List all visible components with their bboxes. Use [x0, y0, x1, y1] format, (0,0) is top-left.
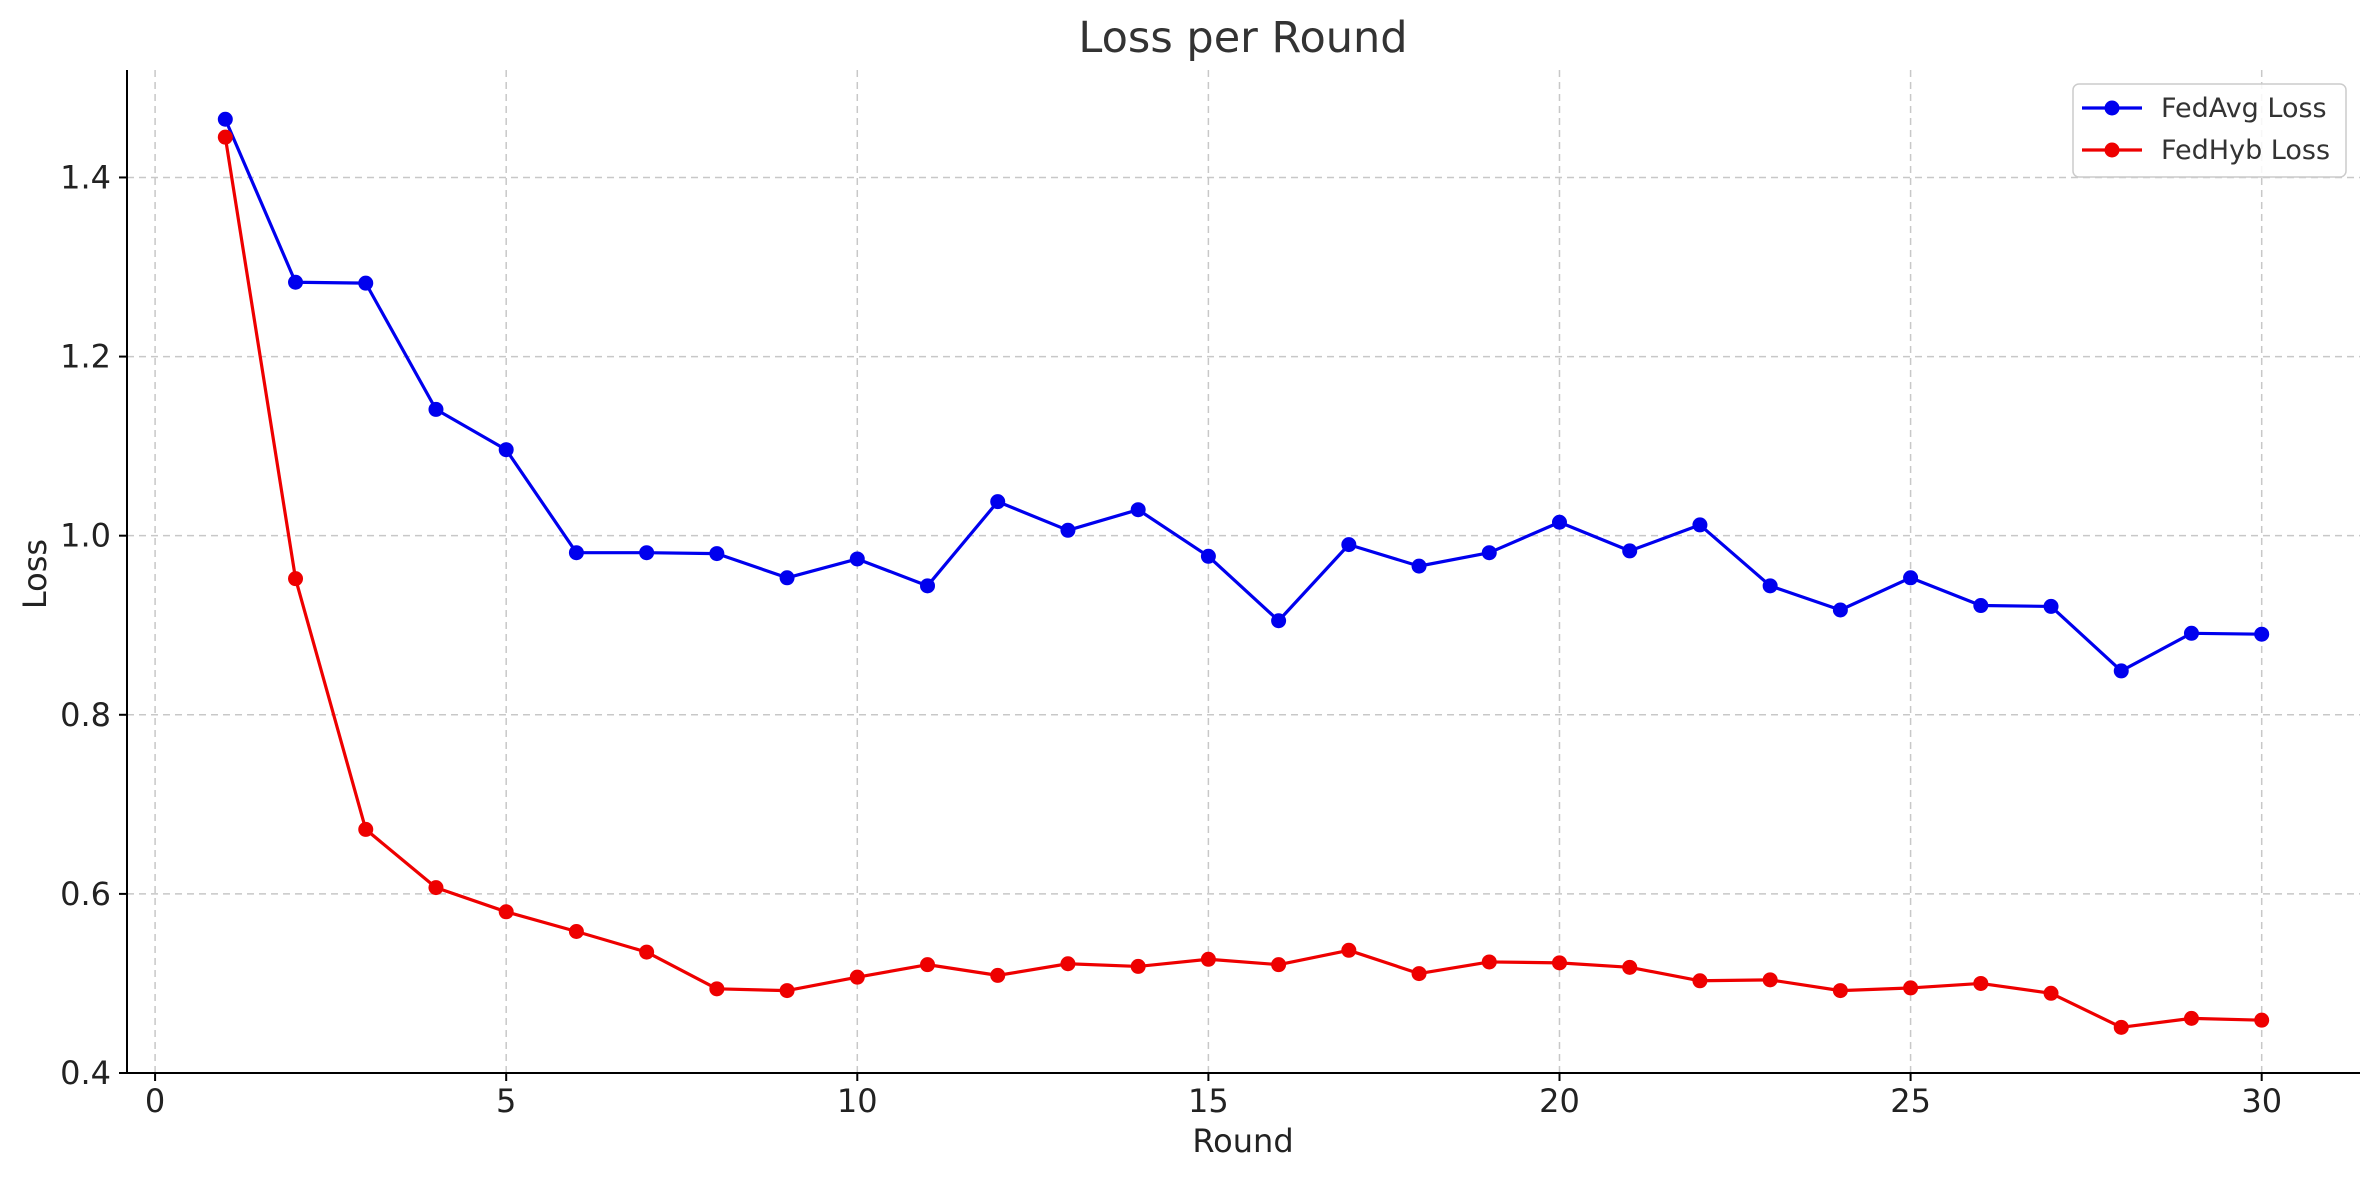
data-point: [2113, 663, 2129, 679]
data-point: [1832, 602, 1848, 618]
data-point: [779, 983, 795, 999]
legend-entry: FedHyb Loss: [2082, 135, 2330, 166]
y-axis-ticks: 0.4 0.6 0.8 1.0 1.2 1.4: [60, 158, 127, 1092]
data-point: [2043, 985, 2059, 1001]
data-point: [1692, 973, 1708, 989]
series-fedhyb: [217, 129, 2270, 1035]
data-point: [1551, 955, 1567, 971]
data-point: [2254, 1012, 2270, 1028]
data-point: [217, 129, 233, 145]
data-point: [1832, 983, 1848, 999]
x-tick-label: 25: [1890, 1082, 1931, 1120]
legend: FedAvg Loss FedHyb Loss: [2072, 83, 2347, 178]
data-point: [1411, 558, 1427, 574]
y-tick-label: 1.4: [60, 158, 111, 196]
data-point: [1481, 545, 1497, 561]
data-point: [2043, 598, 2059, 614]
data-point: [288, 274, 304, 290]
y-tick-label: 1.2: [60, 338, 111, 376]
data-point: [428, 880, 444, 896]
data-point: [1271, 613, 1287, 629]
data-point: [849, 551, 865, 567]
y-tick-label: 0.6: [60, 875, 111, 913]
data-point: [990, 494, 1006, 510]
data-point: [217, 111, 233, 127]
data-point: [639, 944, 655, 960]
legend-marker: [2104, 142, 2120, 158]
data-point: [639, 545, 655, 561]
data-point: [2113, 1019, 2129, 1035]
data-point: [1130, 502, 1146, 518]
grid-lines: [127, 70, 2360, 1074]
data-point: [1762, 972, 1778, 988]
data-point: [1692, 517, 1708, 533]
data-point: [920, 578, 936, 594]
y-tick-label: 1.0: [60, 517, 111, 555]
x-tick-label: 30: [2241, 1082, 2282, 1120]
legend-entry: FedAvg Loss: [2082, 93, 2327, 124]
chart-title: Loss per Round: [1078, 13, 1407, 63]
data-point: [1060, 522, 1076, 538]
data-point: [1271, 957, 1287, 973]
y-axis-label: Loss: [16, 539, 54, 609]
x-tick-label: 15: [1188, 1082, 1229, 1120]
legend-marker: [2104, 100, 2120, 116]
data-point: [2254, 626, 2270, 642]
data-point: [709, 546, 725, 562]
data-point: [2183, 1010, 2199, 1026]
data-point: [358, 821, 374, 837]
x-tick-label: 0: [145, 1082, 165, 1120]
data-point: [428, 401, 444, 417]
data-point: [1411, 966, 1427, 982]
data-point: [1622, 543, 1638, 559]
data-point: [849, 969, 865, 985]
data-point: [2183, 625, 2199, 641]
data-point: [1200, 548, 1216, 564]
data-point: [1130, 958, 1146, 974]
data-point: [568, 924, 584, 940]
data-point: [1341, 942, 1357, 958]
data-point: [779, 570, 795, 586]
y-tick-label: 0.4: [60, 1054, 111, 1092]
x-tick-label: 20: [1539, 1082, 1580, 1120]
data-point: [1973, 598, 1989, 614]
data-point: [920, 957, 936, 973]
data-point: [1762, 578, 1778, 594]
x-tick-label: 10: [837, 1082, 878, 1120]
data-point: [1622, 959, 1638, 975]
data-point: [1903, 570, 1919, 586]
series-layer: [217, 111, 2270, 1035]
data-point: [1200, 951, 1216, 967]
data-point: [1481, 954, 1497, 970]
series-fedavg: [217, 111, 2270, 679]
data-point: [1551, 514, 1567, 530]
series-line: [223, 118, 2262, 673]
x-axis-ticks: 0 5 10 15 20 25 30: [145, 1073, 2282, 1120]
data-point: [1341, 537, 1357, 553]
data-point: [709, 981, 725, 997]
data-point: [1973, 975, 1989, 991]
data-point: [498, 904, 514, 920]
data-point: [1903, 980, 1919, 996]
data-point: [568, 545, 584, 561]
data-point: [288, 571, 304, 587]
data-point: [498, 442, 514, 458]
data-point: [1060, 956, 1076, 972]
series-line: [223, 136, 2262, 1029]
data-point: [990, 967, 1006, 983]
data-point: [358, 275, 374, 291]
legend-label: FedAvg Loss: [2161, 93, 2327, 124]
legend-label: FedHyb Loss: [2161, 135, 2330, 166]
x-tick-label: 5: [496, 1082, 516, 1120]
y-tick-label: 0.8: [60, 696, 111, 734]
x-axis-label: Round: [1192, 1122, 1293, 1160]
